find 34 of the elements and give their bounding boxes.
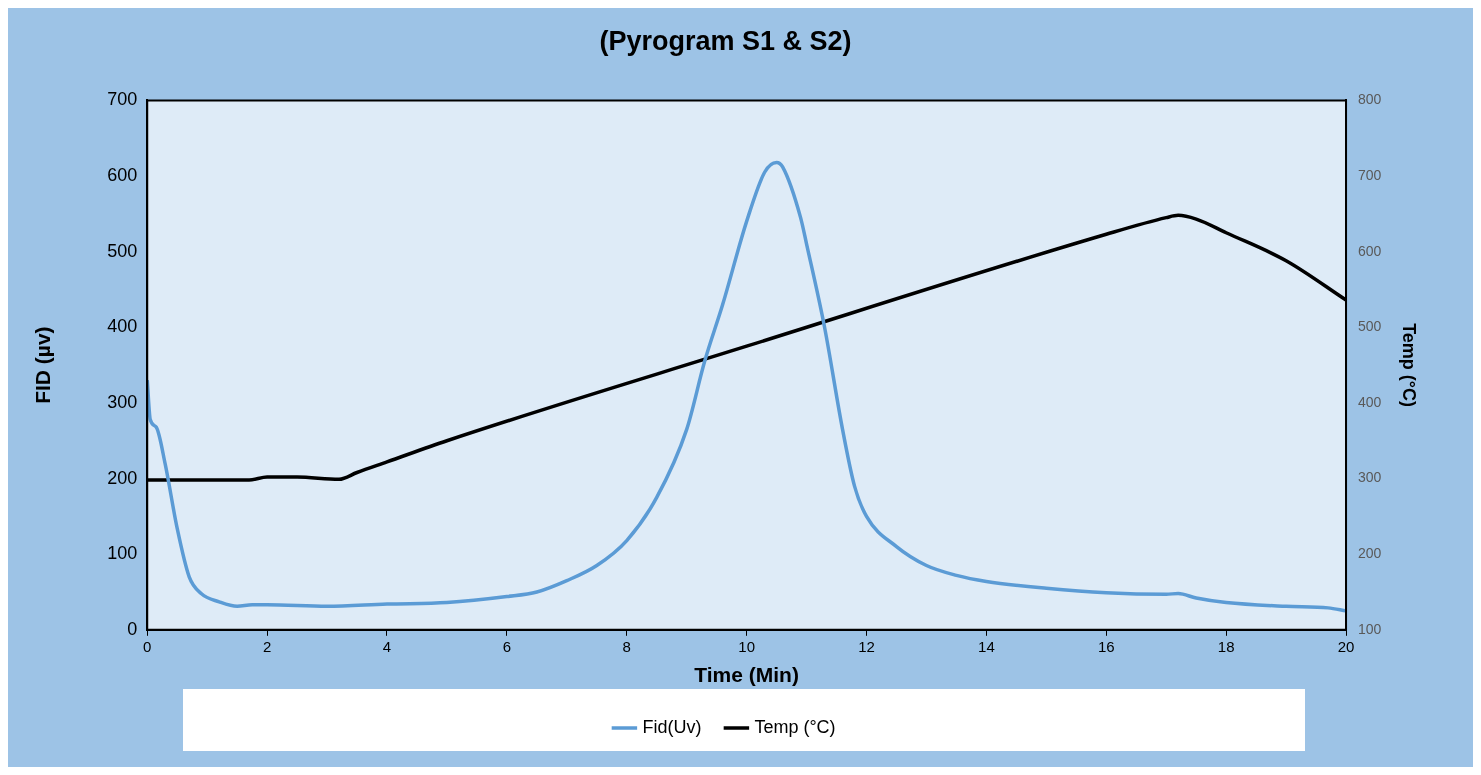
y-tick-label: 700	[107, 89, 138, 110]
y-tick-label: 100	[107, 543, 138, 564]
x-tick-label: 12	[858, 637, 875, 655]
legend-label: Temp (°C)	[754, 716, 836, 737]
x-tick-label: 8	[622, 637, 631, 655]
x-tick-label: 18	[1217, 637, 1235, 655]
y-tick-label: 400	[107, 316, 138, 337]
y-tick-label: 300	[107, 391, 138, 412]
x-axis-title: Time (Min)	[694, 663, 799, 687]
y-tick-label: 500	[107, 240, 138, 261]
y-tick-label: 200	[107, 467, 138, 488]
y2-tick-label: 200	[1358, 545, 1382, 562]
y2-tick-label: 100	[1358, 620, 1382, 637]
y2-tick-label: 500	[1358, 318, 1382, 335]
x-tick-label: 2	[262, 637, 272, 655]
x-tick-label: 20	[1337, 637, 1355, 655]
x-tick-label: 16	[1097, 637, 1115, 655]
chart-title: (Pyrogram S1 & S2)	[599, 25, 852, 56]
x-tick-label: 0	[143, 637, 152, 655]
line-series	[147, 160, 1347, 613]
x-tick-label: 4	[382, 637, 392, 655]
x-tick-label: 6	[502, 637, 512, 655]
y-tick-label: 0	[127, 618, 138, 639]
x-tick-label: 14	[978, 637, 995, 655]
legend-label: Fid(Uv)	[642, 716, 702, 737]
y2-tick-label: 400	[1358, 393, 1382, 410]
y2-axis-title: Temp (°C)	[1399, 323, 1420, 408]
y2-tick-label: 800	[1358, 91, 1382, 108]
y2-tick-label: 300	[1358, 469, 1382, 486]
y2-tick-label: 600	[1358, 242, 1382, 259]
y-tick-label: 600	[107, 165, 138, 185]
y2-tick-label: 700	[1358, 166, 1382, 183]
y-axis-title: FID (µv)	[31, 326, 55, 404]
x-tick-label: 10	[738, 637, 755, 655]
